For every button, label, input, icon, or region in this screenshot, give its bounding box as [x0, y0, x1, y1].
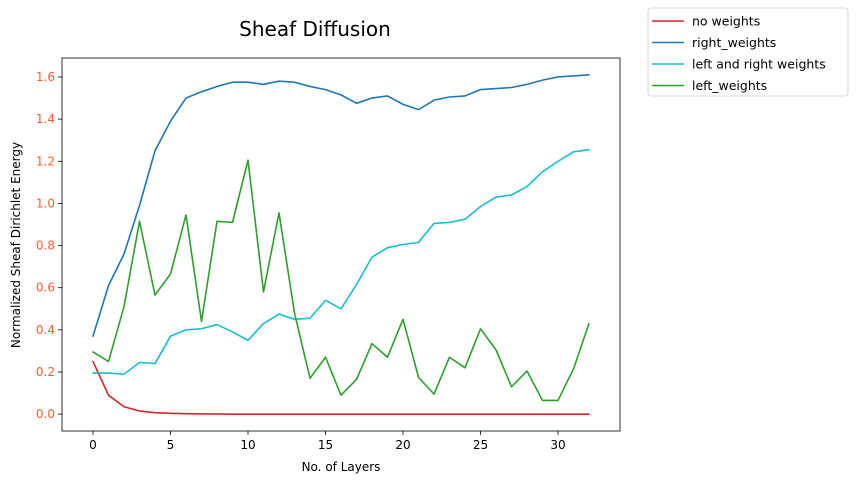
legend-label: no weights — [692, 14, 760, 29]
legend-frame — [647, 7, 849, 97]
series-line-3 — [92, 148, 590, 375]
series-line-2 — [92, 74, 590, 337]
legend-label: left_weights — [692, 78, 767, 93]
x-axis-ticks: 0 5 10 15 20 25 30 — [89, 431, 566, 452]
series-line-1 — [92, 360, 590, 415]
axes-frame — [61, 57, 621, 432]
chart-title: Sheaf Diffusion — [239, 17, 391, 41]
y-axis-ticks: 0.0 0.2 0.4 0.6 0.8 1.0 1.2 1.4 1.6 — [36, 70, 62, 421]
series-lines — [92, 74, 590, 415]
y-tick-label: 1.4 — [36, 112, 55, 126]
y-tick-label: 0.2 — [36, 365, 55, 379]
plot-area: 0 5 10 15 20 25 30 0.0 0.2 0.4 0.6 0.8 1.0 1.2 1.4 1.6 — [36, 57, 621, 452]
y-axis-title: Normalized Sheaf Dirichlet Energy — [9, 142, 23, 348]
y-tick-label: 1.6 — [36, 70, 55, 84]
y-tick-label: 0.4 — [36, 323, 55, 337]
x-tick-label: 5 — [167, 438, 175, 452]
legend-label: right_weights — [692, 35, 776, 50]
x-tick-label: 15 — [318, 438, 333, 452]
x-tick-label: 30 — [550, 438, 565, 452]
x-tick-label: 20 — [395, 438, 410, 452]
x-tick-label: 0 — [89, 438, 97, 452]
y-tick-label: 1.0 — [36, 196, 55, 210]
x-tick-label: 25 — [473, 438, 488, 452]
y-tick-label: 0.6 — [36, 281, 55, 295]
x-axis-title: No. of Layers — [302, 460, 381, 474]
y-tick-label: 0.0 — [36, 407, 55, 421]
y-tick-label: 1.2 — [36, 154, 55, 168]
legend-label: left and right weights — [692, 57, 826, 72]
x-tick-label: 10 — [240, 438, 255, 452]
series-line-4 — [92, 159, 590, 402]
y-tick-label: 0.8 — [36, 239, 55, 253]
